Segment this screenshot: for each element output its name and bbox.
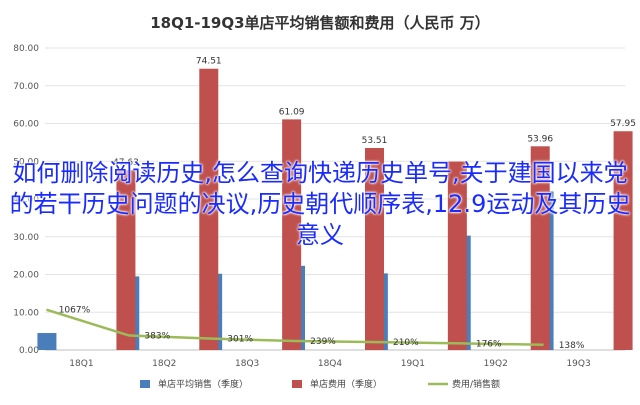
bar-data-label: 61.09 [279, 107, 305, 117]
legend-label: 单店平均销售（季度） [158, 378, 248, 390]
y-tick-label: 10.00 [13, 308, 39, 318]
x-tick-label: 18Q3 [235, 359, 259, 369]
legend-label: 费用/销售额 [452, 378, 500, 390]
line-data-label: 210% [393, 338, 419, 348]
x-axis-ticks: 18Q1 18Q2 18Q3 18Q4 19Q1 19Q2 19Q3 [69, 359, 590, 369]
y-tick-label: 80.00 [13, 44, 39, 54]
y-axis-ticks: 0.00 10.00 20.00 30.00 40.00 50.00 60.00 70.00 8… [13, 44, 39, 356]
y-tick-label: 20.00 [13, 271, 39, 281]
y-tick-label: 50.00 [13, 157, 39, 167]
legend-label: 单店费用（季度） [310, 378, 382, 390]
x-tick-label: 18Q1 [69, 359, 93, 369]
x-tick-label: 19Q2 [484, 359, 508, 369]
bar [530, 146, 550, 350]
line-data-label: 383% [144, 332, 170, 342]
bar [116, 170, 136, 350]
y-tick-label: 0.00 [19, 346, 39, 356]
bar [282, 119, 302, 350]
x-tick-label: 18Q2 [152, 359, 176, 369]
bar-data-label: 47.63 [113, 158, 139, 168]
legend-swatch [140, 380, 150, 388]
legend-swatch [292, 380, 302, 388]
bar-data-label: 74.51 [196, 57, 222, 67]
bar [447, 161, 467, 350]
line-data-label: 138% [559, 341, 585, 351]
ratio-line-group: 1067% 383% 301% 239% 210% 176% 138% [46, 306, 585, 351]
y-tick-label: 70.00 [13, 82, 39, 92]
bar [37, 333, 57, 350]
bar [199, 68, 219, 351]
line-data-label: 1067% [59, 306, 91, 316]
y-tick-label: 40.00 [13, 195, 39, 205]
grid-lines [45, 47, 625, 351]
x-tick-label: 19Q1 [401, 359, 425, 369]
line-data-label: 239% [310, 337, 336, 347]
bars-group: 47.63 74.51 61.09 53.51 53.96 57.95 [37, 57, 636, 351]
y-tick-label: 60.00 [13, 120, 39, 130]
x-tick-label: 18Q4 [318, 359, 343, 369]
bar [613, 131, 633, 350]
x-tick-label: 19Q3 [566, 359, 590, 369]
bar [365, 147, 384, 350]
bar-data-label: 53.96 [527, 134, 553, 144]
chart-title: 18Q1-19Q3单店平均销售额和费用（人民币 万） [150, 14, 490, 32]
bar-data-label: 57.95 [610, 119, 636, 129]
y-tick-label: 30.00 [13, 233, 39, 243]
line-data-label: 176% [476, 339, 502, 349]
ratio-line [46, 308, 544, 347]
line-data-label: 301% [227, 335, 253, 345]
bar-data-label: 53.51 [362, 136, 388, 146]
legend: 单店平均销售（季度） 单店费用（季度） 费用/销售额 [140, 378, 500, 390]
